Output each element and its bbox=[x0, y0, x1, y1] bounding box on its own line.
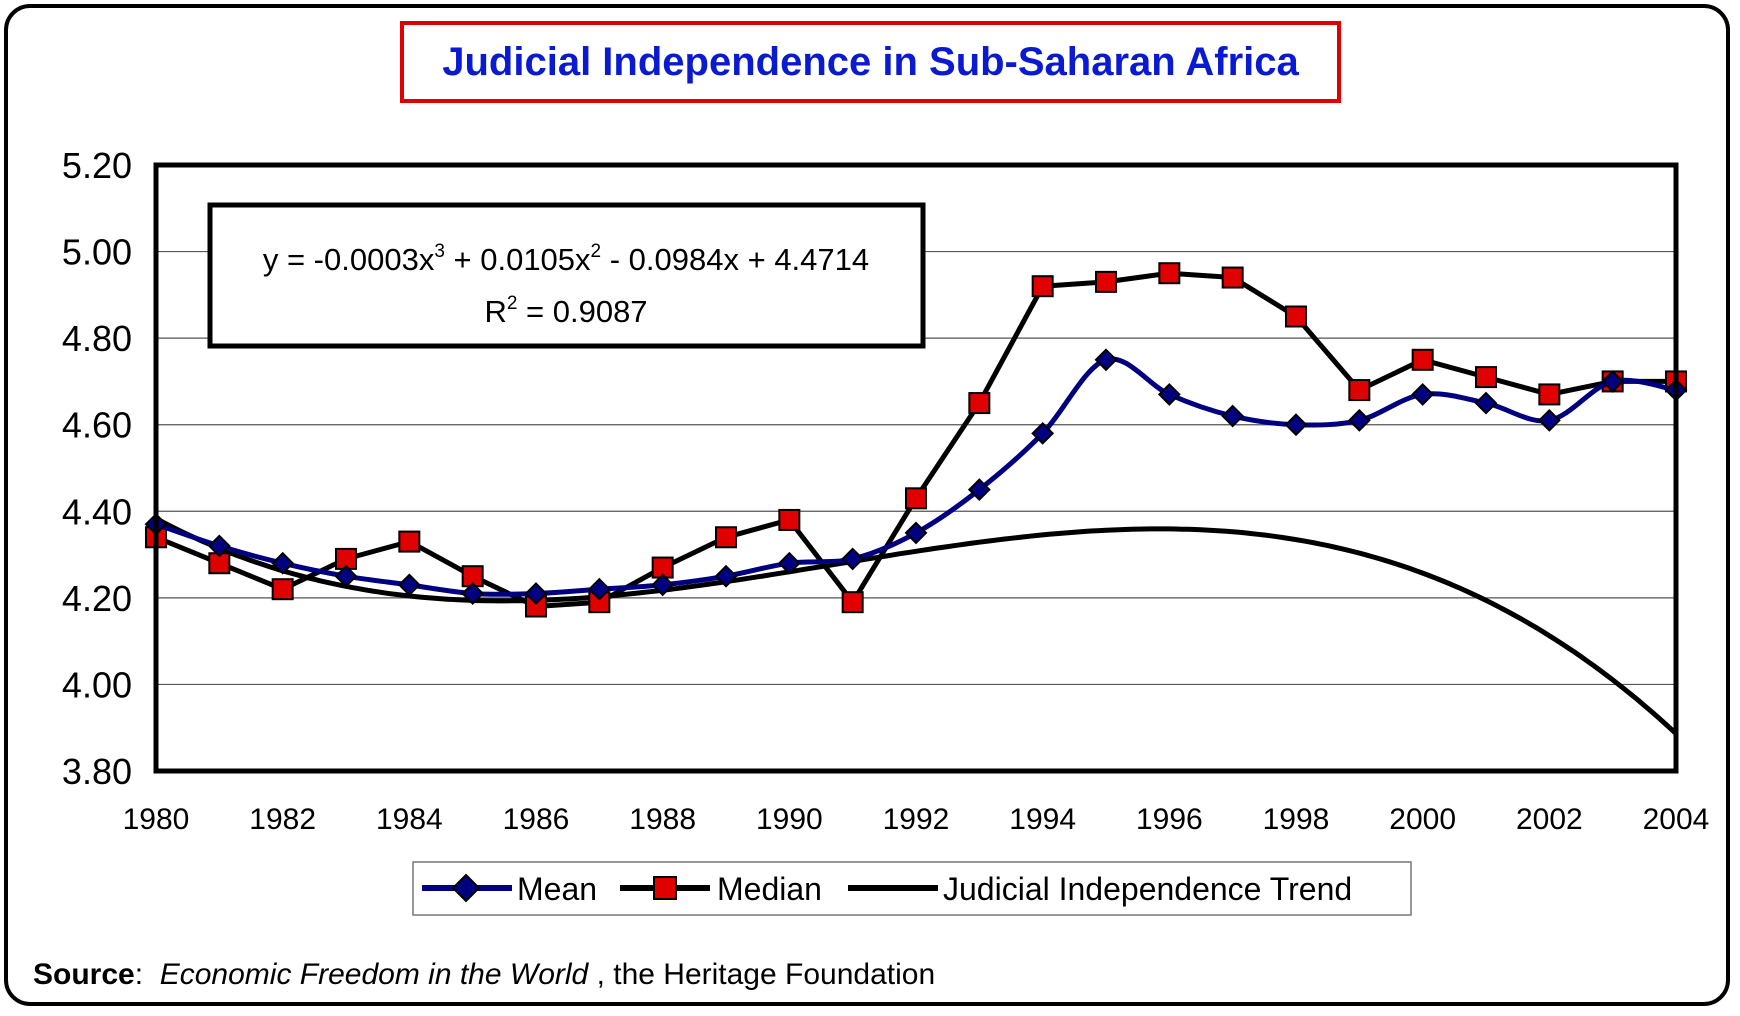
x-tick-label: 1998 bbox=[1263, 803, 1330, 836]
median-marker bbox=[1475, 366, 1497, 389]
x-tick-label: 1980 bbox=[123, 803, 190, 836]
median-marker bbox=[1285, 305, 1307, 328]
y-axis-ticks: 5.20 5.00 4.80 4.60 4.40 4.20 4.00 3.80 bbox=[62, 145, 132, 792]
y-tick-label: 5.20 bbox=[62, 145, 132, 186]
x-tick-label: 1992 bbox=[883, 803, 950, 836]
median-marker bbox=[1411, 348, 1434, 371]
chart-title: Judicial Independence in Sub-Saharan Afr… bbox=[442, 39, 1299, 84]
x-tick-label: 1994 bbox=[1009, 803, 1076, 836]
y-tick-label: 5.00 bbox=[62, 232, 132, 273]
r-squared-line: R2 = 0.9087 bbox=[484, 293, 647, 329]
x-tick-label: 2000 bbox=[1389, 803, 1456, 836]
y-tick-label: 4.60 bbox=[62, 405, 132, 446]
x-tick-label: 2002 bbox=[1516, 803, 1583, 836]
x-tick-label: 1988 bbox=[629, 803, 696, 836]
legend-median-label: Median bbox=[717, 871, 822, 907]
y-tick-label: 4.00 bbox=[62, 664, 132, 705]
legend-mean-marker bbox=[451, 873, 481, 903]
median-marker bbox=[271, 578, 294, 601]
mean-marker bbox=[1157, 383, 1181, 406]
mean-marker bbox=[777, 551, 801, 575]
mean-marker bbox=[524, 582, 548, 605]
mean-series bbox=[144, 348, 1688, 605]
mean-marker bbox=[461, 582, 485, 605]
median-marker bbox=[968, 392, 991, 415]
mean-marker bbox=[841, 547, 865, 571]
mean-marker bbox=[1221, 404, 1245, 428]
median-marker bbox=[1221, 266, 1244, 289]
plot-area bbox=[153, 162, 1679, 774]
median-series bbox=[145, 262, 1687, 618]
x-tick-label: 1990 bbox=[756, 803, 823, 836]
x-tick-label: 1982 bbox=[249, 803, 316, 836]
x-tick-label: 1984 bbox=[376, 803, 443, 836]
mean-marker bbox=[1031, 421, 1055, 445]
source-rest: , the Heritage Foundation bbox=[588, 958, 936, 991]
legend-mean-label: Mean bbox=[517, 871, 597, 907]
chart-frame bbox=[4, 4, 1730, 1006]
legend-median-marker bbox=[653, 876, 677, 900]
median-marker bbox=[1538, 383, 1561, 406]
mean-marker bbox=[271, 551, 295, 575]
mean-marker bbox=[1284, 413, 1308, 437]
x-tick-label: 2004 bbox=[1643, 803, 1710, 836]
chart-title-box: Judicial Independence in Sub-Saharan Afr… bbox=[400, 21, 1341, 103]
x-tick-label: 1996 bbox=[1136, 803, 1203, 836]
mean-line bbox=[155, 356, 1677, 597]
median-marker bbox=[715, 526, 737, 549]
y-tick-label: 4.40 bbox=[62, 491, 132, 532]
median-marker bbox=[841, 591, 864, 614]
mean-marker bbox=[1347, 408, 1371, 432]
mean-marker bbox=[1474, 391, 1498, 415]
mean-marker bbox=[904, 521, 928, 545]
source-note: Source: Economic Freedom in the World , … bbox=[33, 958, 935, 992]
median-marker bbox=[1095, 270, 1117, 293]
legend: Mean Median Judicial Independence Trend bbox=[412, 861, 1412, 916]
y-tick-label: 3.80 bbox=[62, 751, 132, 792]
mean-marker bbox=[967, 478, 991, 502]
mean-marker bbox=[207, 534, 231, 558]
median-marker bbox=[778, 508, 801, 531]
mean-marker bbox=[587, 577, 611, 601]
mean-marker bbox=[1094, 348, 1118, 372]
median-marker bbox=[1348, 379, 1371, 402]
source-label: Source bbox=[33, 958, 135, 991]
mean-marker bbox=[1601, 370, 1625, 393]
source-colon: : bbox=[134, 958, 144, 991]
x-tick-label: 1986 bbox=[503, 803, 570, 836]
mean-marker bbox=[1537, 408, 1561, 432]
mean-marker bbox=[397, 573, 421, 597]
mean-marker bbox=[1411, 383, 1435, 406]
mean-marker bbox=[714, 564, 738, 588]
y-tick-label: 4.20 bbox=[62, 578, 132, 619]
median-marker bbox=[1031, 275, 1054, 298]
y-tick-label: 4.80 bbox=[62, 318, 132, 359]
legend-trend-label: Judicial Independence Trend bbox=[943, 871, 1352, 907]
x-axis-ticks: 1980 1982 1984 1986 1988 1990 1992 1994 1996 1998… bbox=[123, 803, 1710, 836]
median-marker bbox=[1158, 262, 1181, 285]
mean-marker bbox=[651, 573, 675, 597]
equation-box: y = -0.0003x3 + 0.0105x2 - 0.0984x + 4.4… bbox=[207, 202, 926, 349]
median-marker bbox=[398, 530, 421, 553]
mean-marker bbox=[334, 564, 358, 588]
equation-line: y = -0.0003x3 + 0.0105x2 - 0.0984x + 4.4… bbox=[263, 241, 869, 277]
source-publication: Economic Freedom in the World bbox=[159, 958, 589, 991]
median-marker bbox=[905, 487, 927, 510]
